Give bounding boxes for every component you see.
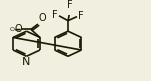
Text: F: F — [78, 11, 84, 21]
Text: O: O — [10, 27, 15, 32]
Text: O: O — [14, 24, 22, 34]
Text: N: N — [22, 57, 31, 67]
Text: F: F — [52, 10, 58, 20]
Text: F: F — [67, 0, 73, 10]
Text: O: O — [38, 13, 46, 23]
